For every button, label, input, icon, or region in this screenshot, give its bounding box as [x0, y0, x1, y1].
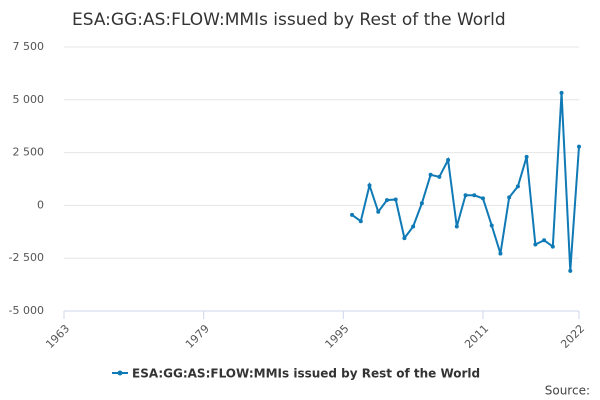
point	[376, 209, 381, 214]
point	[463, 193, 468, 198]
point	[515, 184, 520, 189]
chart-title: ESA:GG:AS:FLOW:MMIs issued by Rest of th…	[72, 10, 506, 30]
point	[384, 198, 389, 203]
x-tick-label: 1963	[43, 322, 72, 351]
point	[542, 238, 547, 243]
point	[446, 157, 451, 162]
point	[350, 212, 355, 217]
x-tick-label: 2011	[462, 322, 491, 351]
point	[577, 144, 581, 149]
point	[507, 195, 512, 200]
point	[437, 174, 442, 179]
point	[489, 223, 494, 228]
point	[419, 201, 424, 206]
x-tick-label: 2022	[558, 322, 587, 351]
point	[367, 183, 372, 188]
series-line	[351, 92, 580, 271]
y-tick-label: 2 500	[13, 146, 45, 159]
point	[472, 193, 477, 198]
legend-marker	[117, 370, 123, 376]
x-tick-label: 1979	[183, 322, 212, 351]
point	[393, 197, 398, 202]
y-tick-label: 5 000	[13, 93, 45, 106]
y-tick-label: -2 500	[9, 251, 44, 264]
source: Source:	[545, 384, 590, 398]
point	[411, 224, 416, 229]
point	[454, 224, 459, 229]
point	[402, 236, 407, 241]
legend-label[interactable]: ESA:GG:AS:FLOW:MMIs issued by Rest of th…	[132, 367, 480, 381]
point	[358, 219, 363, 224]
point	[480, 196, 485, 201]
point	[524, 154, 529, 159]
point	[533, 242, 538, 247]
point	[428, 172, 433, 177]
y-tick-label: -5 000	[9, 304, 44, 317]
y-tick-label: 0	[37, 198, 44, 211]
point	[550, 244, 555, 249]
y-tick-label: 7 500	[13, 40, 45, 53]
point	[568, 268, 573, 273]
x-tick-label: 1995	[323, 322, 352, 351]
point	[559, 90, 564, 95]
point	[498, 251, 503, 256]
